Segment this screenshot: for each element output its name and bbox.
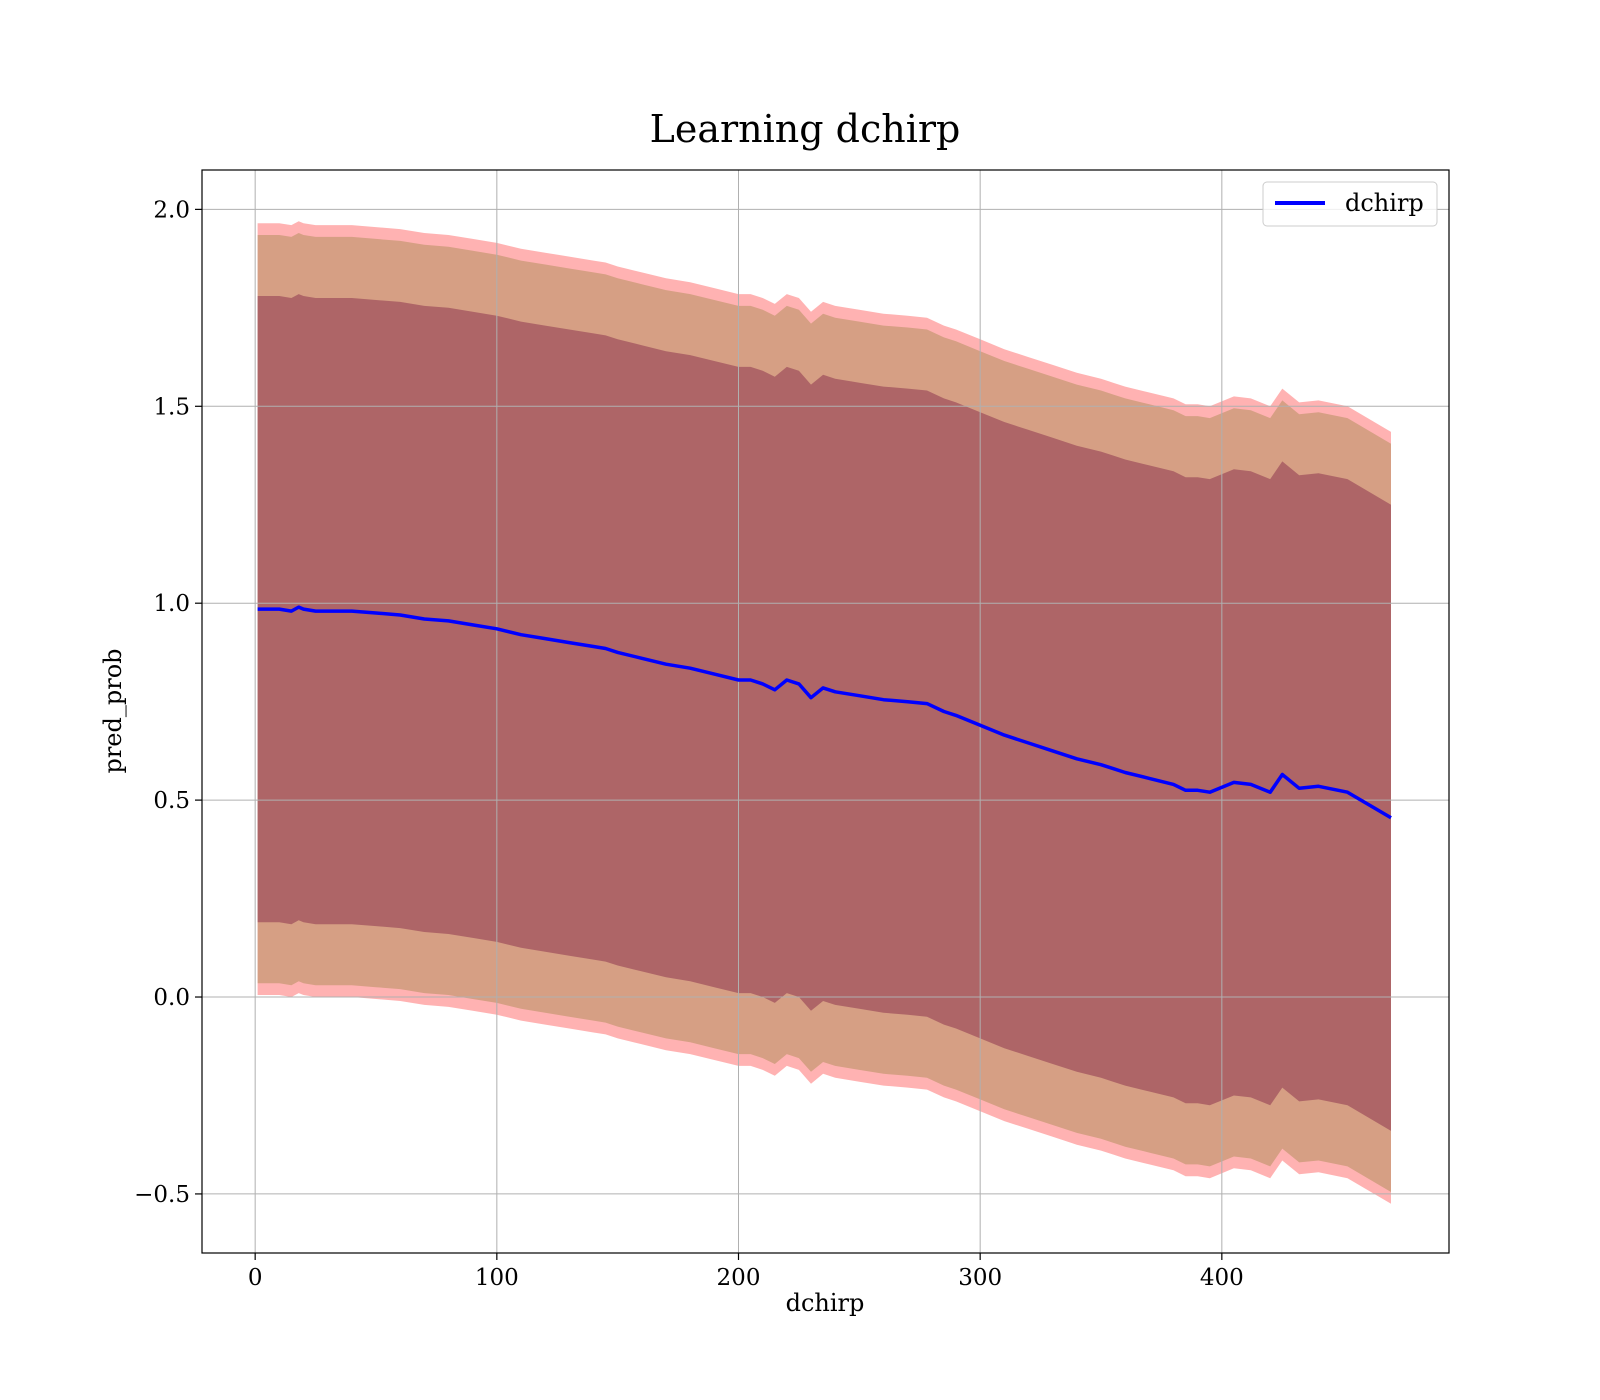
bands bbox=[257, 221, 1392, 1204]
legend-label: dchirp bbox=[1345, 189, 1424, 217]
y-axis-label: pred_prob bbox=[99, 648, 127, 773]
x-tick-label: 400 bbox=[1200, 1265, 1244, 1291]
confidence-band-3 bbox=[257, 294, 1392, 1131]
x-tick-label: 0 bbox=[248, 1265, 263, 1291]
series-line-dchirp bbox=[257, 605, 1392, 820]
x-tick-label: 100 bbox=[475, 1265, 519, 1291]
y-tick-label: 0.0 bbox=[153, 985, 190, 1011]
y-tick-label: 2.0 bbox=[153, 197, 190, 223]
y-axis: −0.5 0.0 0.5 1.0 1.5 2.0 bbox=[134, 197, 202, 1208]
plot-frame bbox=[201, 169, 1450, 1254]
x-tick-label: 300 bbox=[958, 1265, 1002, 1291]
series-lines bbox=[257, 605, 1392, 820]
x-axis-label: dchirp bbox=[786, 1289, 865, 1317]
x-axis: 0 100 200 300 400 bbox=[248, 1253, 1244, 1291]
legend: dchirp bbox=[1262, 181, 1438, 227]
x-tick-label: 200 bbox=[717, 1265, 761, 1291]
y-tick-label: −0.5 bbox=[134, 1182, 190, 1208]
y-tick-label: 1.0 bbox=[153, 591, 190, 617]
confidence-band-2 bbox=[257, 233, 1392, 1192]
grid-lines bbox=[202, 170, 1449, 1253]
legend-box bbox=[1262, 181, 1438, 227]
chart-title: Learning dchirp bbox=[650, 107, 961, 151]
y-tick-label: 1.5 bbox=[153, 394, 190, 420]
plot-area bbox=[201, 169, 1450, 1254]
y-tick-label: 0.5 bbox=[153, 788, 190, 814]
confidence-band-1 bbox=[257, 221, 1392, 1204]
